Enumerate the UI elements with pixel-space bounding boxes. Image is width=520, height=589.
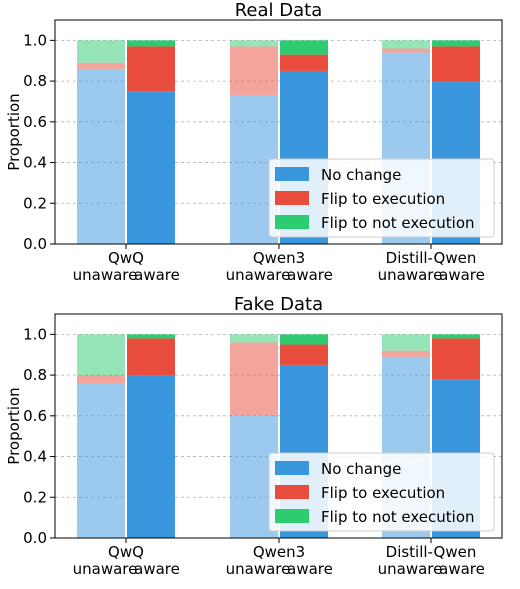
bar-segment-flip-to-execution: [382, 48, 430, 53]
legend-swatch: [275, 461, 309, 475]
y-tick-label: 0.8: [23, 72, 47, 90]
legend-box: [268, 158, 495, 238]
x-tick-label: Distill-Qwen: [386, 249, 477, 267]
x-sub-label-unaware: unaware: [73, 560, 138, 578]
bar-segment-flip-to-execution: [127, 46, 175, 92]
bar-segment-flip-to-execution: [432, 338, 480, 380]
bar-segment-no-change: [127, 375, 175, 538]
x-tick-label: QwQ: [108, 543, 144, 561]
y-tick-label: 0.6: [23, 407, 47, 425]
x-tick-label: Qwen3: [253, 543, 305, 561]
x-sub-label-aware: aware: [134, 266, 180, 284]
y-tick-label: 0.0: [23, 529, 47, 547]
bar-segment-flip-to-not-execution: [280, 40, 328, 55]
y-axis-label: Proportion: [5, 387, 23, 464]
x-tick-label: Distill-Qwen: [386, 543, 477, 561]
y-tick-label: 0.4: [23, 154, 47, 172]
legend-label: Flip to not execution: [321, 508, 475, 526]
chart-panel-1: Real Data 0.0 0.2 0.4 0.6 0.8 1.0 Proportion QwQ…: [5, 0, 503, 284]
x-sub-label-aware: aware: [439, 560, 485, 578]
legend-label: No change: [321, 460, 401, 478]
legend-swatch: [275, 215, 309, 229]
bar-segment-flip-to-not-execution: [230, 40, 278, 47]
bar-segment-flip-to-execution: [432, 46, 480, 82]
bar-segment-flip-to-not-execution: [77, 334, 125, 376]
bar-segment-flip-to-execution: [77, 62, 125, 69]
legend-box: [268, 452, 495, 532]
x-sub-label-unaware: unaware: [378, 560, 443, 578]
bar-segment-no-change: [77, 68, 125, 244]
bar-segment-flip-to-execution: [127, 338, 175, 376]
bar-segment-flip-to-not-execution: [382, 334, 430, 351]
bar-segment-flip-to-execution: [280, 344, 328, 365]
bar-segment-no-change: [77, 383, 125, 538]
bar-segment-flip-to-execution: [230, 46, 278, 96]
legend-label: No change: [321, 166, 401, 184]
legend-label: Flip to execution: [321, 190, 445, 208]
legend: No change Flip to execution Flip to not ex…: [268, 452, 495, 532]
y-tick-label: 0.4: [23, 448, 47, 466]
legend-swatch: [275, 485, 309, 499]
bar-segment-flip-to-execution: [77, 375, 125, 384]
x-sub-label-unaware: unaware: [73, 266, 138, 284]
x-sub-label-aware: aware: [134, 560, 180, 578]
x-sub-label-unaware: unaware: [378, 266, 443, 284]
x-sub-label-aware: aware: [439, 266, 485, 284]
bar-segment-flip-to-execution: [280, 54, 328, 71]
bar-segment-flip-to-not-execution: [77, 40, 125, 63]
legend-label: Flip to not execution: [321, 214, 475, 232]
legend-swatch: [275, 167, 309, 181]
y-axis-label: Proportion: [5, 93, 23, 170]
legend-swatch: [275, 191, 309, 205]
legend-swatch: [275, 509, 309, 523]
bar-segment-flip-to-not-execution: [127, 334, 175, 339]
y-tick-label: 0.2: [23, 488, 47, 506]
bar-segment-flip-to-not-execution: [280, 334, 328, 345]
chart-panel-2: Fake Data 0.0 0.2 0.4 0.6 0.8 1.0 Proportion QwQ…: [5, 294, 503, 578]
bar-segment-flip-to-not-execution: [432, 334, 480, 339]
x-sub-label-aware: aware: [287, 266, 333, 284]
bar-segment-flip-to-execution: [230, 342, 278, 416]
bar-segment-flip-to-not-execution: [230, 334, 278, 343]
x-sub-label-aware: aware: [287, 560, 333, 578]
y-tick-label: 1.0: [23, 325, 47, 343]
y-tick-label: 1.0: [23, 31, 47, 49]
bar-segment-flip-to-not-execution: [127, 40, 175, 47]
y-tick-label: 0.6: [23, 113, 47, 131]
x-sub-label-unaware: unaware: [226, 560, 291, 578]
bar-segment-no-change: [127, 91, 175, 244]
legend: No change Flip to execution Flip to not ex…: [268, 158, 495, 238]
bar-segment-flip-to-not-execution: [382, 40, 430, 49]
y-tick-label: 0.8: [23, 366, 47, 384]
x-tick-label: QwQ: [108, 249, 144, 267]
x-tick-label: Qwen3: [253, 249, 305, 267]
y-tick-label: 0.2: [23, 194, 47, 212]
bar-segment-flip-to-not-execution: [432, 40, 480, 47]
legend-label: Flip to execution: [321, 484, 445, 502]
x-sub-label-unaware: unaware: [226, 266, 291, 284]
bar-segment-flip-to-execution: [382, 350, 430, 357]
chart-title: Fake Data: [234, 294, 323, 315]
y-tick-label: 0.0: [23, 235, 47, 253]
chart-title: Real Data: [235, 0, 323, 21]
